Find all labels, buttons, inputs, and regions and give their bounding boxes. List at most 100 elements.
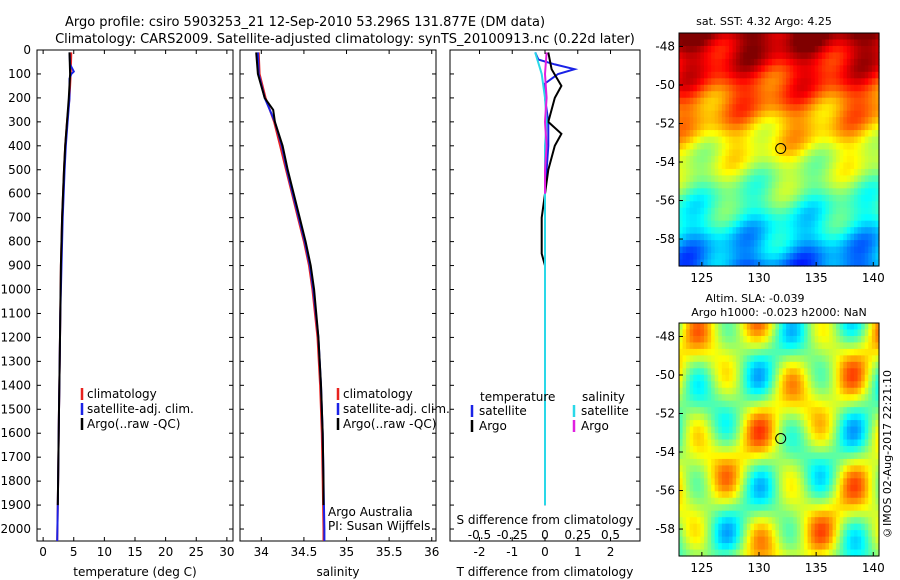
heatmap-ytick-label: -52 bbox=[655, 117, 675, 131]
xtick-label: 20 bbox=[158, 545, 173, 559]
ytick-label: 1100 bbox=[0, 306, 31, 320]
xaxis-label-temperature: temperature (deg C) bbox=[73, 565, 196, 579]
ytick-label: 1900 bbox=[0, 498, 31, 512]
ytick-label: 2000 bbox=[0, 522, 31, 536]
ytick-label: 1600 bbox=[0, 426, 31, 440]
ytick-label: 600 bbox=[8, 187, 31, 201]
xtick-label: 10 bbox=[97, 545, 112, 559]
xtick-label: 34.5 bbox=[291, 545, 318, 559]
heatmap-xtick-label: 130 bbox=[748, 271, 771, 285]
figure-title-line2: Climatology: CARS2009. Satellite-adjuste… bbox=[55, 32, 635, 47]
xaxis-label-differences: T difference from climatology bbox=[456, 565, 634, 579]
xtick-top-label: 0.5 bbox=[601, 528, 620, 542]
heatmap-ytick-label: -56 bbox=[655, 484, 675, 498]
ytick-label: 1400 bbox=[0, 378, 31, 392]
ytick-label: 0 bbox=[23, 43, 31, 57]
xtick-label: 0 bbox=[541, 545, 549, 559]
legend-label: satellite-adj. clim. bbox=[343, 402, 450, 416]
xtick-label: 1 bbox=[574, 545, 582, 559]
heatmap-ytick-label: -48 bbox=[655, 39, 675, 53]
heatmap-ytick-label: -50 bbox=[655, 368, 675, 382]
xtick-label: 35 bbox=[339, 545, 354, 559]
argo-location-marker bbox=[775, 433, 787, 445]
legend-header-sal: salinity bbox=[582, 390, 625, 404]
heatmap-ytick-label: -56 bbox=[655, 194, 675, 208]
xtick-label: 36 bbox=[424, 545, 439, 559]
xtick-label: 25 bbox=[189, 545, 204, 559]
heatmap-ytick-label: -54 bbox=[655, 155, 675, 169]
heatmap-xtick-label: 140 bbox=[862, 271, 885, 285]
ytick-label: 800 bbox=[8, 235, 31, 249]
heatmap-ytick-label: -52 bbox=[655, 407, 675, 421]
ytick-label: 400 bbox=[8, 139, 31, 153]
series-line-temperature-0 bbox=[56, 52, 73, 542]
figure-title-line1: Argo profile: csiro 5903253_21 12-Sep-20… bbox=[65, 15, 545, 30]
heatmap-ytick-label: -54 bbox=[655, 445, 675, 459]
xtick-label: 15 bbox=[127, 545, 142, 559]
legend-label: Argo(..raw -QC) bbox=[343, 417, 436, 431]
xtick-label: 35.5 bbox=[376, 545, 403, 559]
panel-frame-salinity bbox=[239, 49, 437, 542]
sst-title: sat. SST: 4.32 Argo: 4.25 bbox=[696, 15, 832, 28]
ytick-label: 300 bbox=[8, 115, 31, 129]
ytick-label: 500 bbox=[8, 163, 31, 177]
ytick-label: 100 bbox=[8, 67, 31, 81]
ytick-label: 1700 bbox=[0, 450, 31, 464]
heatmap-frame-sla bbox=[678, 322, 880, 557]
ytick-label: 1500 bbox=[0, 402, 31, 416]
series-line-salinity-2 bbox=[255, 52, 325, 506]
xtick-top-label: -0.25 bbox=[497, 528, 528, 542]
argo-annotation: Argo Australia bbox=[328, 505, 413, 519]
xtick-label: 30 bbox=[219, 545, 234, 559]
heatmap-sst bbox=[679, 33, 880, 267]
imos-timestamp: ©IMOS 02-Aug-2017 22:21:10 bbox=[881, 370, 894, 539]
xtick-top-label: -0.5 bbox=[468, 528, 491, 542]
heatmap-xtick-label: 125 bbox=[690, 271, 713, 285]
series-line-differences-0 bbox=[534, 51, 579, 506]
legend-label: Argo bbox=[479, 419, 507, 433]
legend-header-temp: temperature bbox=[480, 390, 555, 404]
xtick-top-label: 0.25 bbox=[564, 528, 591, 542]
ytick-label: 1200 bbox=[0, 330, 31, 344]
xtick-label: 34 bbox=[254, 545, 269, 559]
legend-label: Argo bbox=[581, 419, 609, 433]
heatmap-ytick-label: -50 bbox=[655, 78, 675, 92]
sla-title: Altim. SLA: -0.039 bbox=[705, 292, 804, 305]
heatmap-xtick-label: 125 bbox=[690, 561, 713, 575]
ytick-label: 1300 bbox=[0, 354, 31, 368]
legend-label: Argo(..raw -QC) bbox=[87, 417, 180, 431]
legend-label: satellite bbox=[581, 404, 629, 418]
ytick-label: 1000 bbox=[0, 283, 31, 297]
xtick-top-label: 0 bbox=[541, 528, 549, 542]
xtick-label: 0 bbox=[39, 545, 47, 559]
legend-label: climatology bbox=[343, 387, 413, 401]
ytick-label: 200 bbox=[8, 91, 31, 105]
heatmap-sla bbox=[679, 323, 880, 557]
heatmap-xtick-label: 135 bbox=[805, 561, 828, 575]
heatmap-ytick-label: -58 bbox=[655, 232, 675, 246]
ytick-label: 900 bbox=[8, 259, 31, 273]
heatmap-xtick-label: 140 bbox=[862, 561, 885, 575]
xtick-label: -1 bbox=[506, 545, 518, 559]
ytick-label: 1800 bbox=[0, 474, 31, 488]
legend-label: climatology bbox=[87, 387, 157, 401]
legend-label: satellite-adj. clim. bbox=[87, 402, 194, 416]
ytick-label: 700 bbox=[8, 211, 31, 225]
heatmap-frame-sst bbox=[678, 32, 880, 267]
xtick-label: -2 bbox=[473, 545, 485, 559]
heatmap-ytick-label: -48 bbox=[655, 329, 675, 343]
heatmap-xtick-label: 135 bbox=[805, 271, 828, 285]
xtick-label: 2 bbox=[607, 545, 615, 559]
sla-subtitle: Argo h1000: -0.023 h2000: NaN bbox=[691, 306, 867, 319]
heatmap-xtick-label: 130 bbox=[748, 561, 771, 575]
xaxis-label-salinity: salinity bbox=[316, 565, 359, 579]
heatmap-ytick-label: -58 bbox=[655, 522, 675, 536]
legend-label: satellite bbox=[479, 404, 527, 418]
series-line-differences-3 bbox=[543, 52, 548, 194]
xaxis-top-label: S difference from climatology bbox=[457, 513, 634, 527]
series-line-temperature-2 bbox=[56, 52, 72, 506]
argo-annotation: PI: Susan Wijffels bbox=[328, 519, 430, 533]
argo-location-marker bbox=[775, 143, 787, 155]
xtick-label: 5 bbox=[70, 545, 78, 559]
